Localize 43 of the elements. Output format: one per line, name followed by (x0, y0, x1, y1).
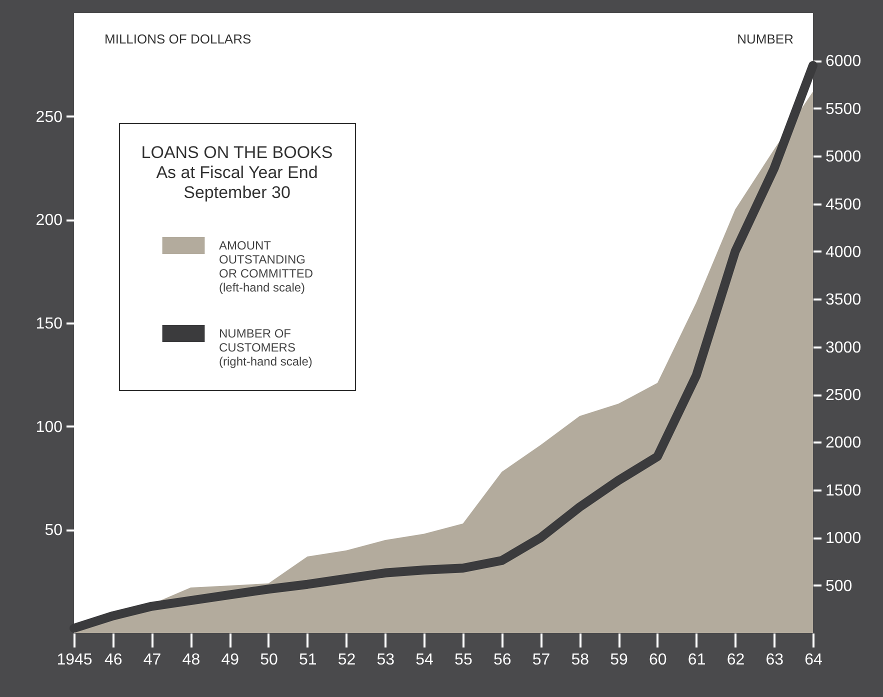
y-tick-label: 150 (36, 316, 63, 332)
y-tick-label: 200 (36, 212, 63, 230)
x-tick-label: 1945 (56, 652, 92, 668)
y2-tick-label: 3000 (826, 339, 862, 356)
text: LOANS ON THE BOOKS (141, 143, 333, 162)
x-tick-label: 58 (571, 652, 590, 668)
y-tick-label: 250 (36, 108, 63, 126)
x-tick-label: 63 (766, 652, 784, 668)
y-axis-title: MILLIONS OF DOLLARS (104, 32, 252, 46)
x-tick-label: 55 (454, 652, 472, 668)
text: As at Fiscal Year End September 30 (156, 163, 318, 202)
y2-tick-label: 4000 (826, 244, 862, 261)
x-tick-label: 48 (182, 652, 200, 668)
legend-label: AMOUNT OUTSTANDING OR COMMITTED (left-hand scale) (219, 238, 314, 294)
y2-tick-label: 1500 (826, 482, 862, 500)
x-tick-label: 52 (338, 652, 356, 668)
y2-tick-label: 2000 (826, 434, 862, 452)
x-tick-label: 49 (221, 652, 240, 668)
x-tick-label: 54 (416, 652, 434, 668)
y2-tick-label: 500 (826, 578, 852, 595)
y2-tick-label: 5000 (826, 148, 862, 166)
legend-label: NUMBER OF CUSTOMERS (right-hand scale) (219, 326, 312, 368)
y-tick-label: 100 (36, 418, 63, 436)
x-tick-label: 64 (804, 652, 822, 668)
x-tick-label: 59 (610, 652, 628, 668)
y2-tick-label: 4500 (826, 196, 862, 214)
y2-tick-label: 2500 (826, 387, 862, 404)
y-tick-label: 50 (44, 522, 63, 540)
x-tick-label: 53 (376, 652, 395, 668)
x-tick-label: 50 (260, 652, 278, 668)
x-tick-label: 46 (104, 652, 122, 668)
x-tick-label: 56 (493, 652, 512, 668)
y2-tick-label: 6000 (826, 53, 862, 70)
y2-tick-label: 5500 (826, 100, 862, 118)
y2-tick-label: 3500 (826, 292, 862, 309)
x-tick-label: 61 (688, 652, 706, 668)
x-tick-label: 51 (298, 652, 317, 668)
x-tick-label: 62 (726, 652, 745, 668)
x-tick-label: 57 (532, 652, 550, 668)
y2-tick-label: 1000 (826, 530, 862, 548)
y2-axis-title: NUMBER (737, 32, 794, 46)
x-tick-label: 60 (649, 652, 667, 668)
x-tick-label: 47 (143, 652, 162, 668)
